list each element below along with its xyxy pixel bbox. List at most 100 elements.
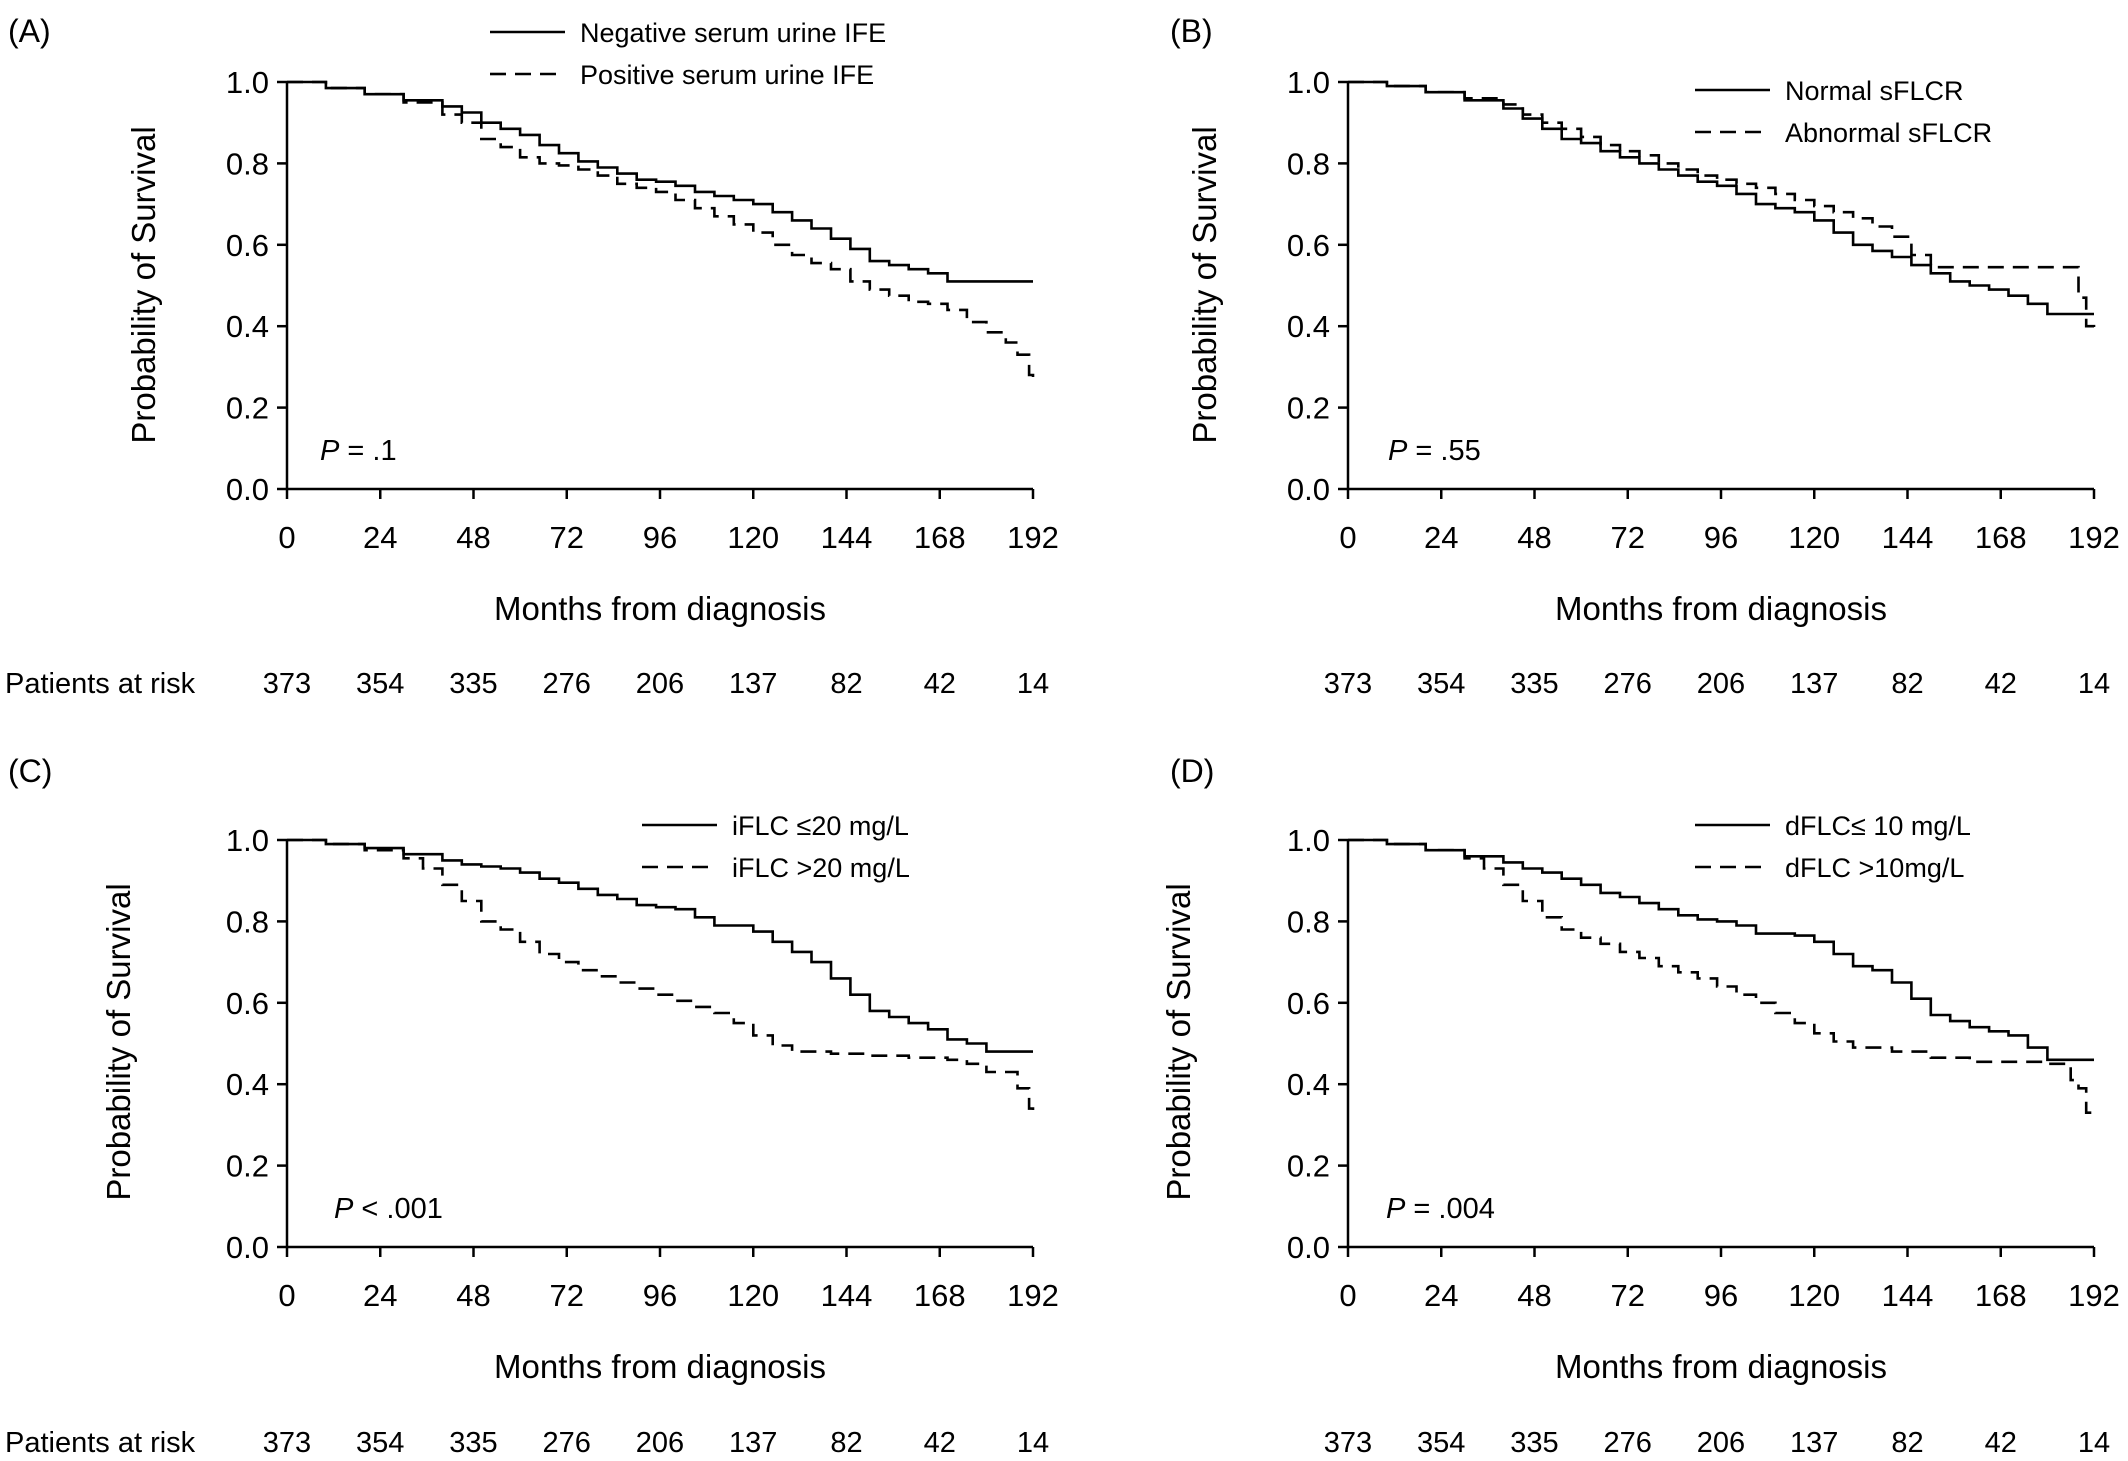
- y-tick-label: 0.2: [1287, 1149, 1330, 1184]
- risk-number: 276: [543, 1427, 591, 1459]
- chart-panel-4: (D) 0.0 0.2 0.4 0.6 0.8 1.0 0 24 48 72 96 120 144 168 1…: [1160, 753, 2120, 1459]
- x-tick-label: 24: [1424, 1278, 1458, 1313]
- x-tick-label: 48: [456, 1278, 490, 1313]
- y-tick-label: 0.4: [226, 1067, 269, 1102]
- legend-label: Positive serum urine IFE: [580, 60, 874, 90]
- risk-number: 206: [636, 668, 684, 700]
- risk-number: 42: [1985, 1427, 2017, 1459]
- risk-number: 42: [924, 1427, 956, 1459]
- x-axis-label: Months from diagnosis: [1555, 1348, 1887, 1385]
- risk-number: 354: [356, 668, 404, 700]
- y-tick-label: 0.0: [1287, 1230, 1330, 1265]
- risk-row-label: Patients at risk: [5, 668, 196, 700]
- risk-row-label: Patients at risk: [5, 1427, 196, 1459]
- y-tick-label: 0.0: [226, 1230, 269, 1265]
- risk-number: 354: [1417, 1427, 1465, 1459]
- survival-curve-dashed: [287, 838, 1035, 1117]
- risk-number: 42: [924, 668, 956, 700]
- panel-label: (A): [8, 13, 51, 49]
- p-symbol: P: [334, 1193, 354, 1225]
- x-tick-label: 96: [1704, 1278, 1738, 1313]
- y-tick-label: 0.6: [226, 228, 269, 263]
- x-tick-label: 192: [1007, 520, 1059, 555]
- panel-label: (C): [8, 753, 52, 789]
- survival-curve-solid: [287, 80, 1033, 283]
- y-tick-label: 0.8: [1287, 146, 1330, 181]
- x-tick-label: 96: [643, 520, 677, 555]
- p-value-label: P = .004: [1386, 1193, 1495, 1225]
- survival-curve-solid: [1348, 838, 2094, 1062]
- legend-label: iFLC ≤20 mg/L: [732, 811, 909, 841]
- y-tick-label: 0.0: [226, 472, 269, 507]
- y-axis-label: Probability of Survival: [100, 883, 137, 1200]
- y-tick-label: 0.2: [226, 391, 269, 426]
- x-tick-label: 144: [821, 1278, 873, 1313]
- p-symbol: P: [320, 435, 340, 467]
- survival-curve-dashed: [1348, 838, 2096, 1117]
- y-tick-label: 0.6: [1287, 986, 1330, 1021]
- p-value: < .001: [353, 1193, 443, 1225]
- x-tick-label: 120: [727, 1278, 779, 1313]
- chart-panel-2: (B) 0.0 0.2 0.4 0.6 0.8 1.0 0 24 48 72 96 120 144 168 1…: [1170, 13, 2120, 700]
- x-tick-label: 72: [1611, 520, 1645, 555]
- x-tick-label: 144: [821, 520, 873, 555]
- p-value: = .55: [1407, 435, 1480, 467]
- x-tick-label: 120: [1788, 1278, 1840, 1313]
- survival-curve-dashed: [287, 80, 1035, 380]
- x-tick-label: 144: [1882, 1278, 1934, 1313]
- y-tick-label: 0.8: [226, 904, 269, 939]
- risk-number: 14: [1017, 668, 1049, 700]
- risk-number: 276: [543, 668, 591, 700]
- p-value-label: P = .1: [320, 435, 397, 467]
- chart-panel-1: (A) 0.0 0.2 0.4 0.6 0.8 1.0 0 24 48 72 96 120 144 168 1…: [5, 13, 1059, 700]
- x-tick-label: 0: [1339, 1278, 1356, 1313]
- survival-curve-solid: [1348, 80, 2094, 316]
- risk-number: 335: [1510, 1427, 1558, 1459]
- y-tick-label: 0.2: [1287, 391, 1330, 426]
- x-tick-label: 192: [1007, 1278, 1059, 1313]
- x-tick-label: 72: [550, 520, 584, 555]
- risk-number: 354: [356, 1427, 404, 1459]
- survival-curve-solid: [287, 838, 1033, 1053]
- x-axis-label: Months from diagnosis: [494, 1348, 826, 1385]
- x-tick-label: 24: [363, 1278, 397, 1313]
- risk-number: 137: [729, 668, 777, 700]
- y-tick-label: 1.0: [1287, 823, 1330, 858]
- risk-number: 82: [830, 668, 862, 700]
- x-tick-label: 72: [550, 1278, 584, 1313]
- risk-number: 137: [729, 1427, 777, 1459]
- x-tick-label: 168: [914, 1278, 966, 1313]
- risk-number: 14: [2078, 668, 2110, 700]
- panel-label: (D): [1170, 753, 1214, 789]
- y-tick-label: 0.4: [1287, 1067, 1330, 1102]
- risk-number: 373: [263, 1427, 311, 1459]
- x-tick-label: 168: [914, 520, 966, 555]
- x-tick-label: 0: [278, 1278, 295, 1313]
- legend-label: Abnormal sFLCR: [1785, 118, 1992, 148]
- risk-number: 373: [263, 668, 311, 700]
- chart-panel-3: (C) 0.0 0.2 0.4 0.6 0.8 1.0 0 24 48 72 96 120 144 168 1…: [5, 753, 1059, 1459]
- y-axis-label: Probability of Survival: [125, 126, 162, 443]
- risk-number: 276: [1604, 668, 1652, 700]
- risk-number: 137: [1790, 668, 1838, 700]
- x-tick-label: 168: [1975, 1278, 2027, 1313]
- risk-number: 335: [449, 1427, 497, 1459]
- risk-number: 354: [1417, 668, 1465, 700]
- p-value-label: P < .001: [334, 1193, 443, 1225]
- y-tick-label: 0.2: [226, 1149, 269, 1184]
- x-tick-label: 168: [1975, 520, 2027, 555]
- x-axis-label: Months from diagnosis: [1555, 590, 1887, 627]
- x-axis-label: Months from diagnosis: [494, 590, 826, 627]
- risk-number: 42: [1985, 668, 2017, 700]
- risk-number: 206: [1697, 668, 1745, 700]
- risk-number: 14: [2078, 1427, 2110, 1459]
- x-tick-label: 48: [456, 520, 490, 555]
- p-value-label: P = .55: [1388, 435, 1481, 467]
- y-tick-label: 0.4: [226, 309, 269, 344]
- legend-label: dFLC >10mg/L: [1785, 853, 1964, 883]
- p-symbol: P: [1388, 435, 1408, 467]
- y-tick-label: 1.0: [226, 65, 269, 100]
- risk-number: 82: [1891, 1427, 1923, 1459]
- risk-number: 14: [1017, 1427, 1049, 1459]
